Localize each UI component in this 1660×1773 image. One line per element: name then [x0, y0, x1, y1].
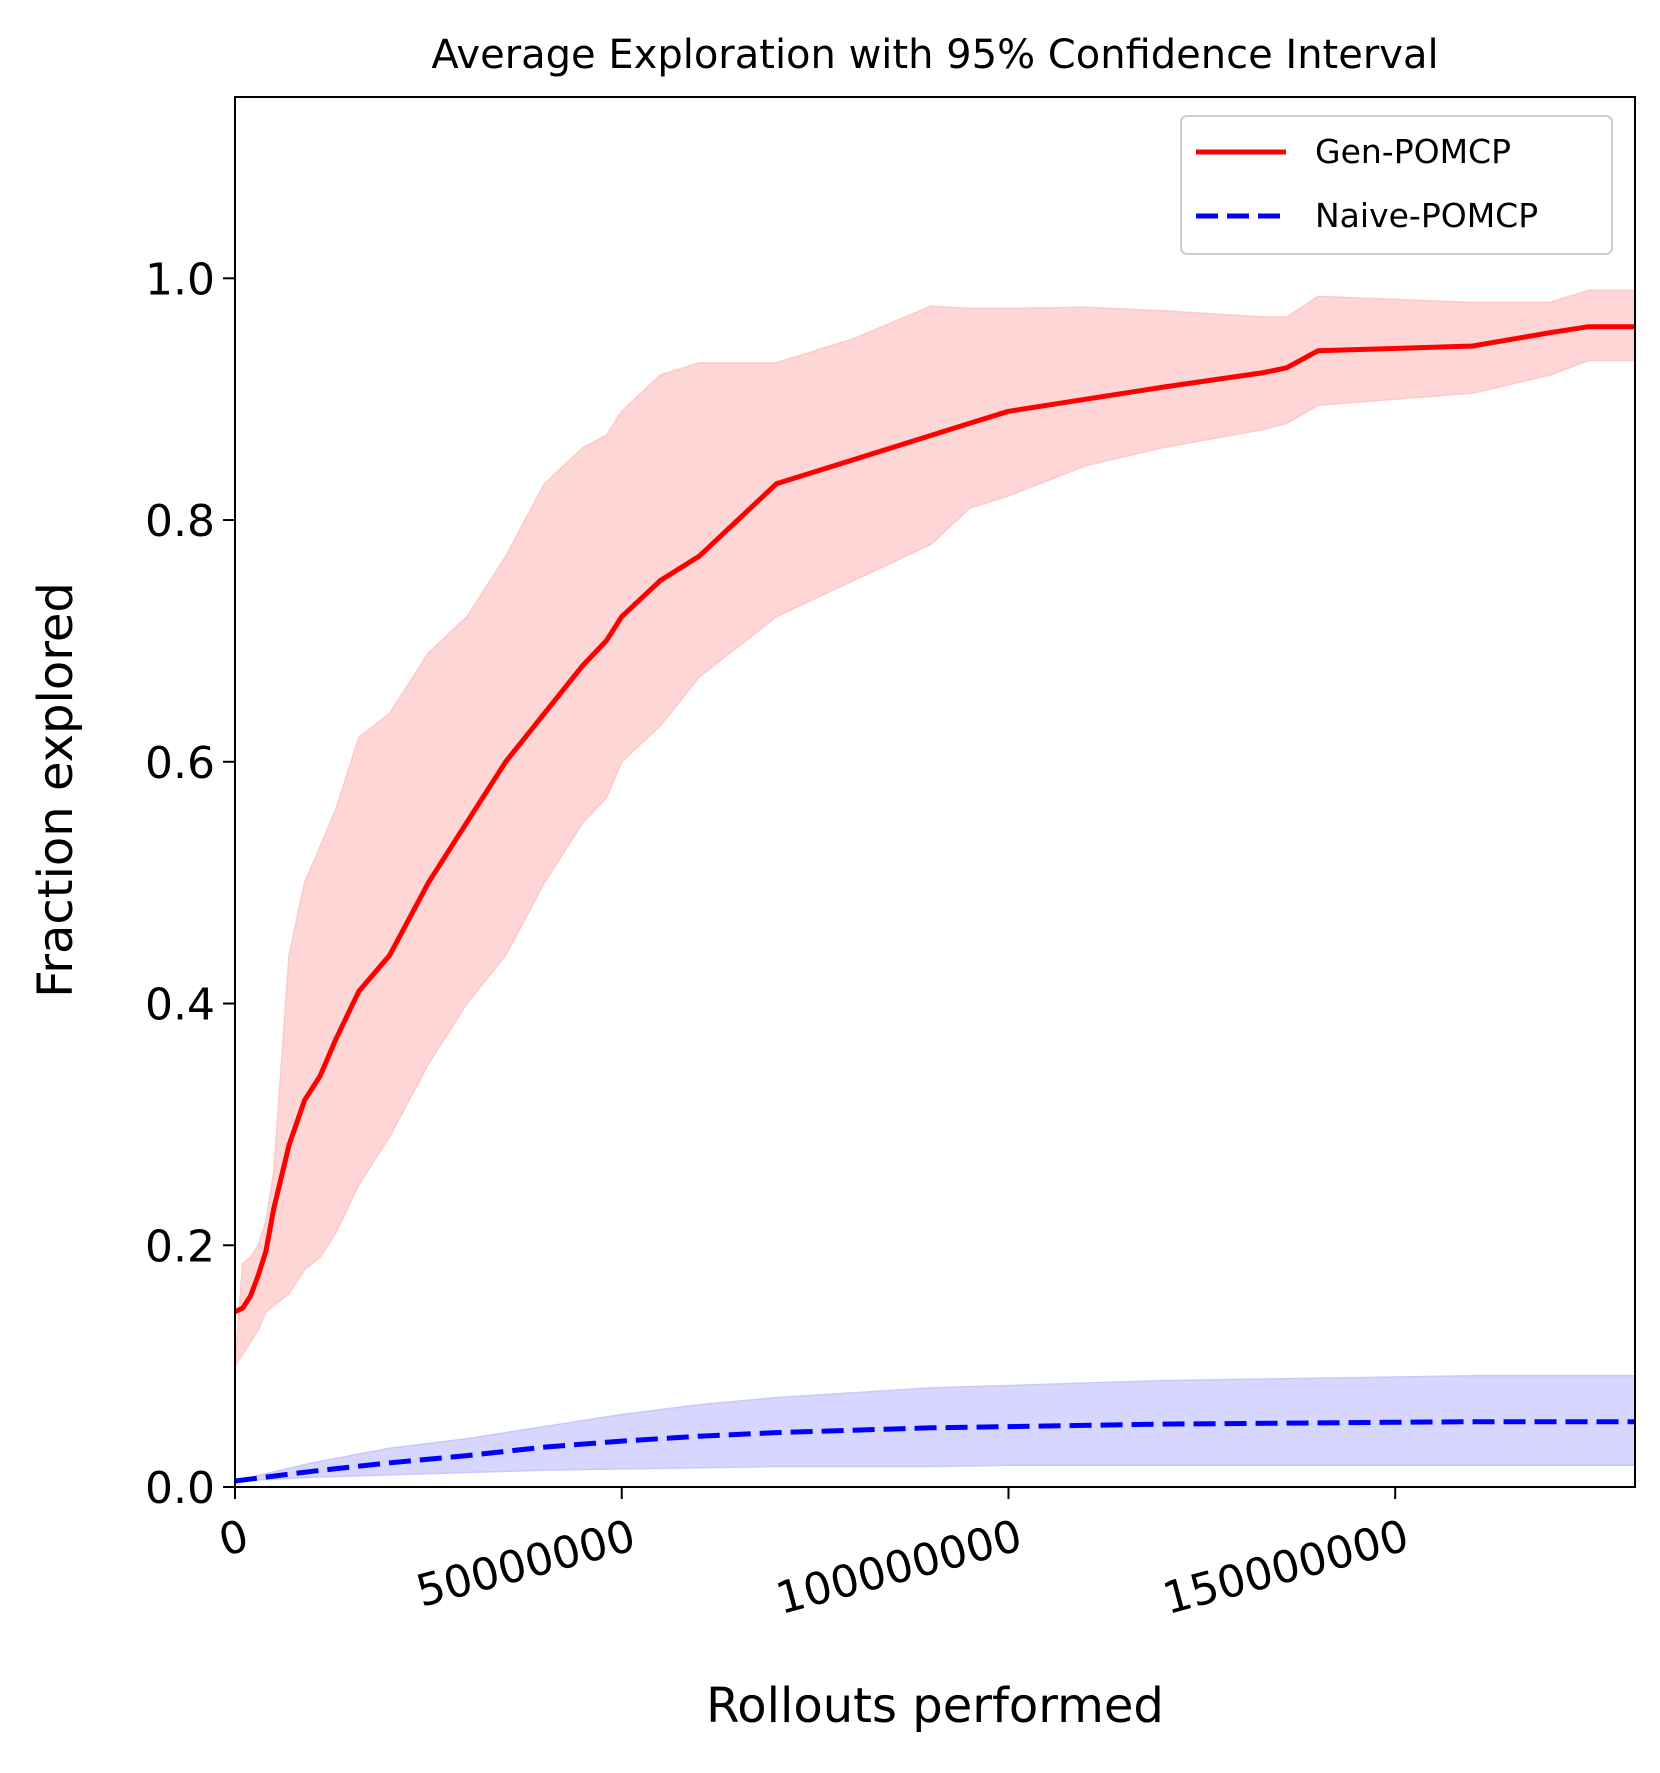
legend-box [1180, 115, 1613, 255]
x-tick-label: 150000000 [1158, 1510, 1415, 1624]
x-axis-ticks: 0 50000000 100000000 150000000 [214, 1487, 1414, 1625]
legend-label-gen-pomcp: Gen-POMCP [1315, 132, 1511, 171]
x-tick-label: 0 [214, 1510, 254, 1567]
series-line-naive-pomcp [234, 1419, 1635, 1484]
series-lines [233, 324, 1635, 1484]
series-line-gen-pomcp [233, 324, 1635, 1314]
y-tick-label: 0.4 [145, 980, 215, 1031]
x-axis-label: Rollouts performed [706, 1678, 1164, 1734]
y-axis-label: Fraction explored [28, 582, 84, 998]
chart-title: Average Exploration with 95% Confidence … [431, 32, 1438, 78]
y-tick-label: 0.0 [145, 1463, 215, 1514]
legend: Gen-POMCP Naive-POMCP [1180, 115, 1613, 255]
y-axis-ticks: 0.0 0.2 0.4 0.6 0.8 1.0 [145, 254, 235, 1514]
confidence-band-gen-pomcp [234, 289, 1636, 1367]
y-tick-label: 1.0 [145, 254, 215, 305]
plot-frame [234, 96, 1636, 1488]
y-tick-label: 0.6 [145, 738, 215, 789]
confidence-bands [234, 289, 1636, 1482]
y-tick-label: 0.2 [145, 1221, 215, 1272]
legend-label-naive-pomcp: Naive-POMCP [1315, 196, 1538, 235]
x-tick-label: 100000000 [771, 1510, 1028, 1624]
x-tick-label: 50000000 [411, 1510, 641, 1617]
y-tick-label: 0.8 [145, 496, 215, 547]
